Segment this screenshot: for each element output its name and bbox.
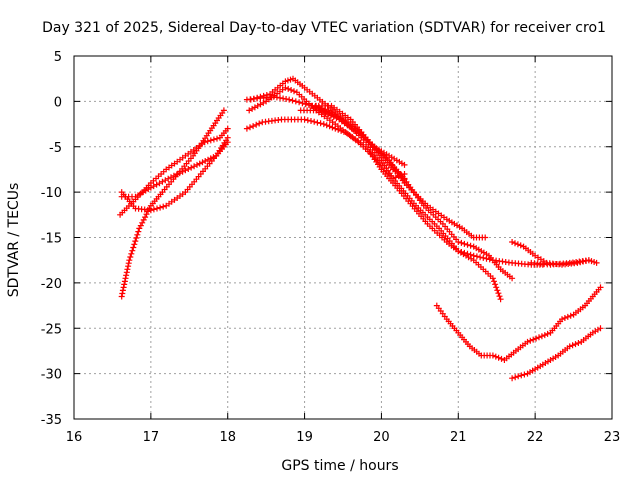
series-track-m	[528, 257, 592, 268]
data-point-markers	[509, 325, 604, 382]
y-tick-label: -15	[41, 232, 62, 247]
x-tick-label: 20	[373, 430, 390, 445]
y-tick-label: -25	[41, 322, 62, 337]
data-series	[117, 75, 604, 382]
x-axis: 16 17 18 19 20 21 22 23	[66, 56, 621, 445]
x-tick-label: 19	[296, 430, 313, 445]
y-tick-label: -35	[41, 413, 62, 428]
data-point-markers	[433, 284, 604, 363]
y-tick-label: -20	[41, 277, 62, 292]
y-axis: 5 0 -5 -10 -15 -20 -25 -30 -35	[41, 50, 612, 428]
x-axis-label: GPS time / hours	[281, 458, 398, 474]
y-tick-label: -10	[41, 186, 62, 201]
series-track-o	[509, 325, 604, 382]
x-tick-label: 17	[143, 430, 160, 445]
series-track-n	[433, 284, 604, 363]
series-track-b	[118, 139, 231, 200]
x-tick-label: 21	[450, 430, 467, 445]
series-track-e	[247, 75, 489, 241]
x-tick-label: 18	[219, 430, 236, 445]
x-tick-label: 22	[527, 430, 544, 445]
data-point-markers	[247, 75, 489, 241]
y-tick-label: 5	[54, 50, 62, 65]
data-point-markers	[118, 107, 227, 300]
series-track-h	[243, 116, 546, 268]
x-tick-label: 16	[66, 430, 83, 445]
series-track-k	[297, 107, 408, 168]
data-point-markers	[117, 125, 231, 218]
y-tick-label: 0	[54, 95, 62, 110]
data-point-markers	[118, 139, 231, 200]
chart-title: Day 321 of 2025, Sidereal Day-to-day VTE…	[42, 20, 606, 36]
data-point-markers	[528, 257, 592, 268]
y-tick-label: -30	[41, 368, 62, 383]
series-track-d	[118, 107, 227, 300]
data-point-markers	[297, 107, 408, 168]
data-point-markers	[243, 116, 546, 268]
grid-lines	[74, 56, 612, 419]
x-tick-label: 23	[604, 430, 621, 445]
series-track-c	[117, 125, 231, 218]
y-tick-label: -5	[49, 141, 62, 156]
y-axis-label: SDTVAR / TECUs	[6, 183, 22, 298]
